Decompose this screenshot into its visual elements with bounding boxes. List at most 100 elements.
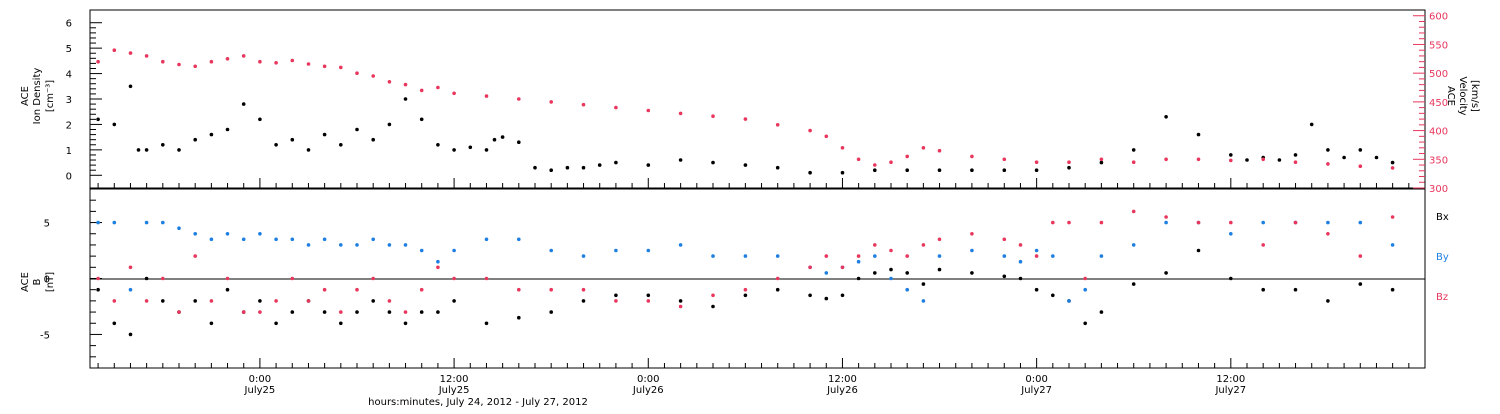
density-tick-label: 6 xyxy=(66,19,72,30)
density-point xyxy=(743,163,748,167)
velocity-point xyxy=(937,148,942,153)
velocity-point xyxy=(921,146,926,150)
by-point xyxy=(1164,220,1168,225)
bx-point xyxy=(339,321,343,326)
bz-point xyxy=(452,276,456,281)
velocity-axis-label-2: Velocity xyxy=(1457,76,1468,115)
by-point xyxy=(1002,254,1007,258)
velocity-point xyxy=(112,48,117,52)
legend-bx: Bx xyxy=(1436,212,1449,223)
bz-point xyxy=(614,299,618,303)
by-point xyxy=(128,287,133,292)
by-point xyxy=(177,226,181,230)
x-tick-date-label: July26 xyxy=(632,385,664,396)
x-tick-time-label: 12:00 xyxy=(828,374,857,385)
density-point xyxy=(1342,155,1346,160)
velocity-tick-label: 450 xyxy=(1429,98,1448,109)
bx-point xyxy=(484,321,489,326)
density-point xyxy=(339,143,343,147)
bx-point xyxy=(161,299,165,303)
bz-point xyxy=(403,310,408,314)
bz-point xyxy=(484,276,489,281)
by-point xyxy=(1018,259,1023,264)
x-tick-date-label: July26 xyxy=(826,385,858,396)
b-tick-label: -5 xyxy=(40,330,50,341)
velocity-point xyxy=(128,51,133,55)
velocity-point xyxy=(1326,162,1330,166)
density-point xyxy=(258,117,262,122)
density-point xyxy=(112,122,117,127)
by-point xyxy=(112,220,117,225)
velocity-point xyxy=(306,62,311,66)
density-point xyxy=(1229,153,1233,157)
bx-point xyxy=(921,282,926,286)
density-point xyxy=(193,137,197,142)
velocity-point xyxy=(614,105,618,110)
bz-point xyxy=(678,304,683,309)
bx-point xyxy=(711,304,715,309)
x-tick-date-label: July25 xyxy=(244,385,276,396)
legend-by: By xyxy=(1436,252,1449,263)
density-point xyxy=(1326,148,1330,152)
by-point xyxy=(452,248,456,253)
by-point xyxy=(436,259,440,264)
bx-point xyxy=(193,299,197,303)
bx-point xyxy=(1229,276,1233,281)
velocity-tick-label: 350 xyxy=(1429,155,1448,166)
velocity-point xyxy=(1358,164,1363,168)
density-point xyxy=(937,168,942,172)
bx-point xyxy=(387,310,392,314)
x-tick-time-label: 0:00 xyxy=(637,374,659,385)
by-point xyxy=(274,237,278,242)
density-point xyxy=(403,97,408,101)
density-point xyxy=(322,132,327,137)
velocity-point xyxy=(678,111,683,116)
bx-point xyxy=(873,271,877,275)
velocity-point xyxy=(1229,158,1233,163)
by-point xyxy=(306,243,311,247)
density-point xyxy=(678,158,683,162)
density-point xyxy=(128,84,133,89)
density-point xyxy=(711,160,715,165)
bz-point xyxy=(1002,237,1007,242)
density-point xyxy=(241,102,246,106)
velocity-tick-label: 500 xyxy=(1429,69,1448,80)
velocity-point xyxy=(1390,166,1395,170)
by-point xyxy=(387,243,392,247)
density-point xyxy=(1067,165,1071,170)
by-point xyxy=(161,220,165,225)
velocity-point xyxy=(1131,160,1136,164)
density-point xyxy=(1034,168,1039,172)
bx-point xyxy=(128,332,133,337)
velocity-point xyxy=(581,102,586,107)
by-point xyxy=(937,254,942,258)
velocity-point xyxy=(711,114,715,118)
velocity-point xyxy=(1196,157,1201,162)
bx-point xyxy=(678,299,683,303)
density-point xyxy=(614,160,618,165)
bx-point xyxy=(549,310,553,314)
bx-point xyxy=(1083,321,1087,326)
bz-point xyxy=(258,310,262,314)
bz-point xyxy=(840,265,845,270)
density-point xyxy=(96,117,100,122)
bz-point xyxy=(209,299,214,303)
x-axis-ticks: 0:00July2512:00July250:00July2612:00July… xyxy=(97,178,1426,396)
bx-point xyxy=(1164,271,1168,275)
bz-point xyxy=(339,310,343,314)
bz-point xyxy=(775,276,780,281)
density-point xyxy=(355,127,359,132)
velocity-point xyxy=(419,88,424,93)
bz-point xyxy=(225,276,230,281)
bx-point xyxy=(743,293,748,298)
bz-point xyxy=(177,310,181,314)
by-point xyxy=(921,299,926,303)
bz-point xyxy=(1083,276,1087,281)
density-point xyxy=(905,168,909,172)
bx-point xyxy=(1390,287,1395,292)
bx-point xyxy=(112,321,117,326)
bz-point xyxy=(1018,243,1023,247)
density-axis-label-1: ACE xyxy=(20,86,31,106)
bx-point xyxy=(1196,248,1201,253)
density-point xyxy=(1099,160,1104,165)
